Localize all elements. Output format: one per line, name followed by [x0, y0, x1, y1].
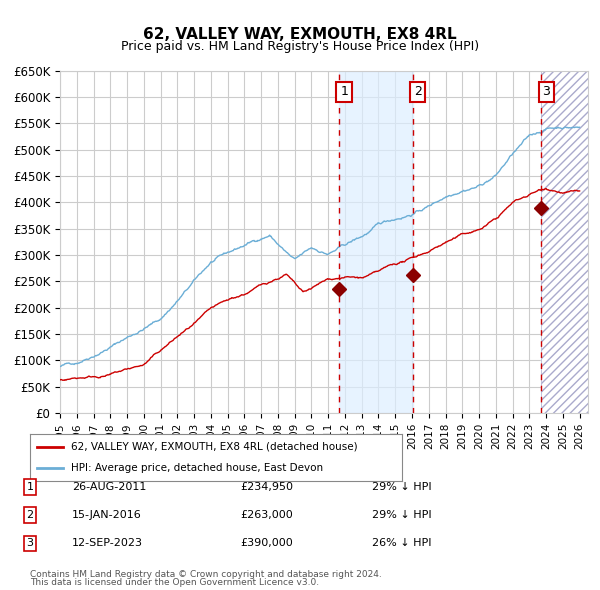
Text: 15-JAN-2016: 15-JAN-2016: [72, 510, 142, 520]
Text: HPI: Average price, detached house, East Devon: HPI: Average price, detached house, East…: [71, 463, 323, 473]
Text: 1: 1: [26, 482, 34, 491]
Text: Price paid vs. HM Land Registry's House Price Index (HPI): Price paid vs. HM Land Registry's House …: [121, 40, 479, 53]
Text: 2: 2: [26, 510, 34, 520]
Text: 2: 2: [414, 86, 422, 99]
Text: 12-SEP-2023: 12-SEP-2023: [72, 539, 143, 548]
Text: 29% ↓ HPI: 29% ↓ HPI: [372, 482, 431, 491]
Text: £263,000: £263,000: [240, 510, 293, 520]
Text: 26-AUG-2011: 26-AUG-2011: [72, 482, 146, 491]
Text: Contains HM Land Registry data © Crown copyright and database right 2024.: Contains HM Land Registry data © Crown c…: [30, 571, 382, 579]
Bar: [339, 71, 413, 413]
Text: 62, VALLEY WAY, EXMOUTH, EX8 4RL (detached house): 62, VALLEY WAY, EXMOUTH, EX8 4RL (detach…: [71, 442, 358, 452]
Text: 26% ↓ HPI: 26% ↓ HPI: [372, 539, 431, 548]
Text: 3: 3: [26, 539, 34, 548]
Text: 1: 1: [340, 86, 348, 99]
Text: 62, VALLEY WAY, EXMOUTH, EX8 4RL: 62, VALLEY WAY, EXMOUTH, EX8 4RL: [143, 27, 457, 41]
Text: £390,000: £390,000: [240, 539, 293, 548]
Text: 29% ↓ HPI: 29% ↓ HPI: [372, 510, 431, 520]
Text: 3: 3: [542, 86, 550, 99]
Text: This data is licensed under the Open Government Licence v3.0.: This data is licensed under the Open Gov…: [30, 578, 319, 587]
Text: £234,950: £234,950: [240, 482, 293, 491]
